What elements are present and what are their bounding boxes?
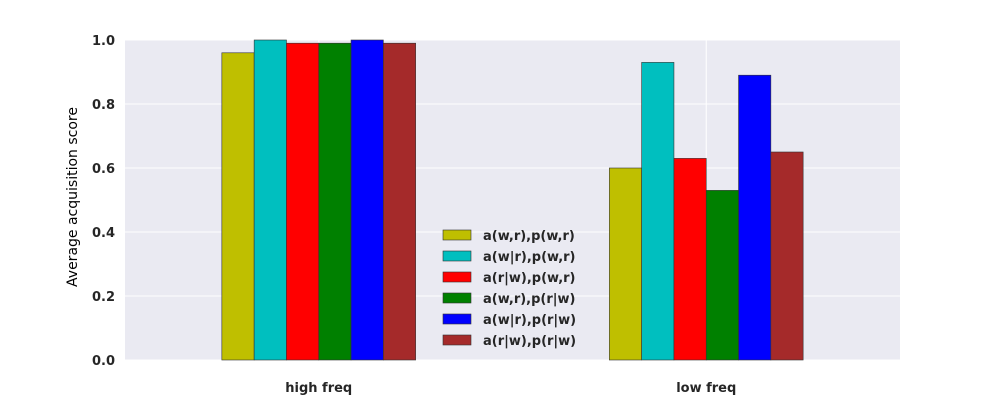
y-axis-label: Average acquisition score: [65, 107, 81, 287]
bar: [705, 190, 739, 361]
bar: [641, 62, 675, 361]
y-tick-label: 0.0: [92, 354, 115, 369]
legend-label: a(w|r),p(r|w): [483, 313, 576, 328]
y-tick-label: 0.8: [92, 98, 115, 113]
legend-swatch: [442, 313, 472, 325]
legend-swatch: [442, 292, 472, 304]
legend-label: a(w,r),p(w,r): [483, 229, 575, 244]
bar: [673, 158, 707, 361]
legend-label: a(r|w),p(r|w): [483, 334, 576, 349]
x-tick-label: low freq: [676, 381, 736, 396]
legend-swatch: [442, 334, 472, 346]
bars: [221, 39, 804, 361]
legend-swatch: [442, 271, 472, 283]
y-tick-label: 0.2: [92, 290, 115, 305]
legend-label: a(w|r),p(w,r): [483, 250, 575, 265]
legend-swatch: [442, 229, 472, 241]
bar: [383, 42, 416, 361]
bar: [318, 42, 352, 361]
bar: [221, 52, 255, 361]
legend: a(w,r),p(w,r) a(w|r),p(w,r) a(r|w),p(w,r) a…: [442, 229, 576, 349]
y-tick-label: 1.0: [92, 34, 115, 49]
legend-label: a(r|w),p(w,r): [483, 271, 575, 286]
x-axis-ticks: high freq low freq: [285, 381, 736, 396]
bar: [770, 151, 804, 361]
bar: [350, 39, 384, 361]
y-axis-ticks: 0.0 0.2 0.4 0.6 0.8 1.0: [92, 34, 115, 369]
bar: [286, 42, 320, 361]
bar: [253, 39, 287, 361]
bar: [609, 167, 642, 361]
y-tick-label: 0.4: [92, 226, 115, 241]
y-tick-label: 0.6: [92, 162, 115, 177]
legend-label: a(w,r),p(r|w): [483, 292, 575, 307]
legend-swatch: [442, 250, 472, 262]
x-tick-label: high freq: [285, 381, 352, 396]
bar: [738, 74, 772, 361]
